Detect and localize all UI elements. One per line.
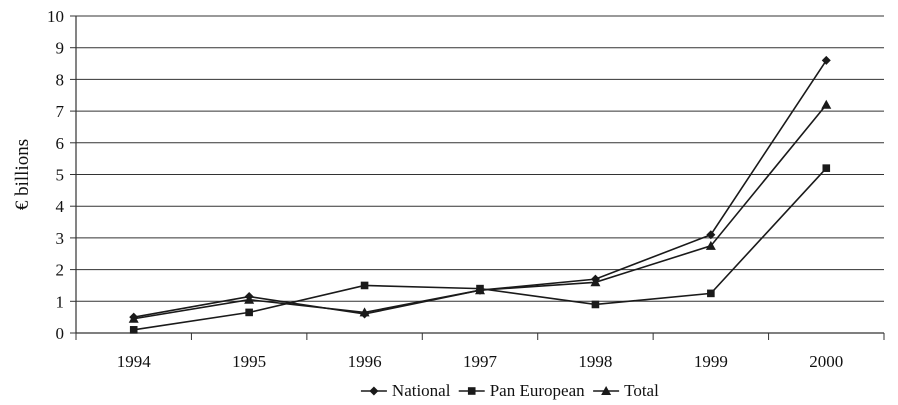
data-point-pan-european — [707, 289, 715, 298]
legend-item-national: National — [360, 381, 451, 400]
data-point-total — [244, 294, 255, 304]
y-tick-label: 1 — [56, 292, 65, 311]
data-point-pan-european — [591, 300, 600, 309]
y-tick-labels: 0 1 2 3 4 5 6 7 8 9 10 — [47, 7, 76, 343]
y-tick-label: 6 — [56, 134, 65, 153]
data-point-total — [475, 285, 485, 295]
legend-item-total: Total — [593, 381, 659, 400]
y-tick-label: 0 — [56, 324, 65, 343]
data-point-total — [705, 240, 716, 250]
data-point-pan-european — [245, 308, 253, 317]
x-tick-label: 1994 — [117, 352, 152, 371]
legend-marker-total — [601, 386, 612, 395]
series-national — [129, 55, 831, 322]
y-tick-label: 8 — [56, 70, 65, 89]
series-line-pan-european — [133, 167, 827, 331]
legend-marker-national — [369, 386, 379, 396]
legend-label-total: Total — [624, 381, 659, 400]
series — [128, 55, 832, 334]
legend-label-pan-european: Pan European — [490, 381, 585, 400]
data-point-national — [706, 230, 716, 240]
data-point-national — [821, 55, 831, 65]
x-tick-label: 1999 — [694, 352, 728, 371]
gridlines — [76, 15, 884, 302]
y-tick-label: 4 — [56, 197, 65, 216]
x-tick-label: 2000 — [809, 352, 843, 371]
legend-marker-pan-european — [467, 387, 476, 395]
y-tick-label: 3 — [56, 229, 65, 248]
series-line-national — [133, 59, 827, 318]
x-tick-label: 1997 — [463, 352, 498, 371]
y-tick-label: 9 — [56, 39, 65, 58]
legend-label-national: National — [392, 381, 451, 400]
legend: National Pan European Total — [360, 381, 659, 400]
series-total — [128, 99, 832, 323]
legend-item-pan-european: Pan European — [458, 381, 585, 400]
data-point-total — [821, 99, 832, 109]
data-point-total — [128, 313, 139, 323]
y-axis-label: € billions — [12, 139, 33, 210]
y-tick-label: 2 — [56, 261, 65, 280]
y-tick-label: 10 — [47, 7, 64, 26]
data-point-total — [590, 277, 601, 287]
data-point-pan-european — [129, 326, 138, 334]
y-tick-label: 7 — [56, 102, 65, 121]
x-tick-labels: 1994 1995 1996 1997 1998 1999 2000 — [75, 333, 885, 371]
data-point-pan-european — [360, 281, 369, 290]
data-point-total — [359, 307, 370, 317]
x-tick-label: 1998 — [578, 352, 612, 371]
series-pan-european — [129, 164, 831, 334]
y-tick-label: 5 — [56, 166, 65, 185]
data-point-pan-european — [822, 164, 831, 172]
x-tick-label: 1996 — [348, 352, 382, 371]
x-tick-label: 1995 — [232, 352, 266, 371]
